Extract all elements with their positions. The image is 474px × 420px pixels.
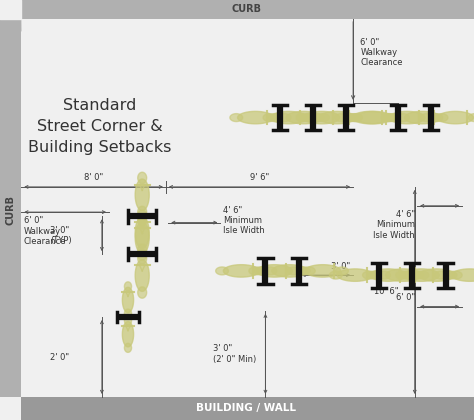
Text: CURB: CURB xyxy=(6,195,16,225)
Polygon shape xyxy=(124,343,132,352)
Polygon shape xyxy=(263,114,276,121)
Polygon shape xyxy=(329,271,342,279)
Polygon shape xyxy=(401,271,414,279)
Polygon shape xyxy=(370,269,406,281)
Polygon shape xyxy=(336,267,348,275)
Polygon shape xyxy=(268,114,281,121)
Polygon shape xyxy=(438,111,474,124)
Polygon shape xyxy=(135,222,149,254)
Text: 2' 0": 2' 0" xyxy=(50,352,69,362)
Polygon shape xyxy=(350,114,363,121)
Polygon shape xyxy=(138,287,146,298)
Text: 8' 0": 8' 0" xyxy=(84,173,103,182)
Polygon shape xyxy=(420,114,433,121)
Polygon shape xyxy=(449,271,462,279)
Polygon shape xyxy=(389,111,425,124)
Polygon shape xyxy=(382,114,394,121)
Polygon shape xyxy=(264,267,277,275)
Polygon shape xyxy=(272,265,308,277)
Polygon shape xyxy=(124,282,132,291)
Text: 6' 0"
Walkway
Clearance: 6' 0" Walkway Clearance xyxy=(360,38,403,67)
Polygon shape xyxy=(444,271,457,279)
Polygon shape xyxy=(383,114,396,121)
Polygon shape xyxy=(403,269,439,281)
Polygon shape xyxy=(138,253,146,264)
Polygon shape xyxy=(301,114,314,121)
Polygon shape xyxy=(138,215,146,226)
Polygon shape xyxy=(278,114,291,121)
Text: CURB: CURB xyxy=(231,5,262,14)
Polygon shape xyxy=(352,111,388,124)
Polygon shape xyxy=(368,271,381,279)
FancyBboxPatch shape xyxy=(21,397,474,420)
Polygon shape xyxy=(434,271,447,279)
Text: BUILDING / WALL: BUILDING / WALL xyxy=(197,404,296,413)
Polygon shape xyxy=(345,114,357,121)
Polygon shape xyxy=(138,172,146,184)
Polygon shape xyxy=(348,114,361,121)
Polygon shape xyxy=(387,114,400,121)
Polygon shape xyxy=(138,206,146,218)
FancyBboxPatch shape xyxy=(0,19,21,397)
Text: 10' 6": 10' 6" xyxy=(374,287,399,297)
Polygon shape xyxy=(411,271,424,279)
Polygon shape xyxy=(296,114,309,121)
Polygon shape xyxy=(122,322,134,347)
Polygon shape xyxy=(216,267,228,275)
Text: 3' 0": 3' 0" xyxy=(331,262,350,271)
Polygon shape xyxy=(337,269,373,281)
Text: 9' 6": 9' 6" xyxy=(250,173,269,182)
Polygon shape xyxy=(138,210,146,221)
Polygon shape xyxy=(237,111,273,124)
Polygon shape xyxy=(230,114,243,121)
Polygon shape xyxy=(297,267,310,275)
Polygon shape xyxy=(135,179,149,211)
Polygon shape xyxy=(416,271,429,279)
Polygon shape xyxy=(271,111,307,124)
Text: Standard
Street Corner &
Building Setbacks: Standard Street Corner & Building Setbac… xyxy=(28,97,171,155)
Polygon shape xyxy=(396,271,409,279)
Polygon shape xyxy=(430,114,443,121)
Polygon shape xyxy=(254,267,267,275)
Polygon shape xyxy=(468,114,474,121)
Polygon shape xyxy=(319,111,355,124)
Polygon shape xyxy=(335,114,347,121)
Polygon shape xyxy=(305,265,341,277)
Text: 4' 6"
Minimum
Isle Width: 4' 6" Minimum Isle Width xyxy=(373,210,415,240)
Polygon shape xyxy=(435,114,448,121)
Text: 3' 0"
(TYP): 3' 0" (TYP) xyxy=(50,226,72,245)
Polygon shape xyxy=(256,265,292,277)
Text: 3' 0"
(2' 0" Min): 3' 0" (2' 0" Min) xyxy=(213,344,256,364)
Polygon shape xyxy=(397,114,410,121)
Polygon shape xyxy=(385,269,421,281)
Text: 6' 0"
Walkway
Clearance: 6' 0" Walkway Clearance xyxy=(24,216,66,246)
Polygon shape xyxy=(452,269,474,281)
Text: 4' 6"
Minimum
Isle Width: 4' 6" Minimum Isle Width xyxy=(223,206,264,235)
Polygon shape xyxy=(286,111,322,124)
Polygon shape xyxy=(124,309,132,318)
FancyBboxPatch shape xyxy=(21,0,474,19)
Polygon shape xyxy=(311,114,324,121)
Polygon shape xyxy=(378,271,391,279)
Text: 6' 0": 6' 0" xyxy=(395,294,415,302)
Polygon shape xyxy=(317,114,329,121)
Polygon shape xyxy=(249,267,262,275)
Polygon shape xyxy=(138,249,146,260)
Polygon shape xyxy=(419,269,455,281)
Polygon shape xyxy=(304,111,340,124)
Polygon shape xyxy=(138,244,146,255)
Polygon shape xyxy=(135,260,149,291)
Polygon shape xyxy=(135,217,149,249)
Polygon shape xyxy=(122,287,134,312)
Polygon shape xyxy=(404,111,440,124)
Polygon shape xyxy=(223,265,259,277)
Polygon shape xyxy=(356,111,392,124)
Polygon shape xyxy=(302,267,315,275)
Polygon shape xyxy=(287,267,300,275)
Polygon shape xyxy=(363,271,375,279)
Polygon shape xyxy=(124,316,132,325)
